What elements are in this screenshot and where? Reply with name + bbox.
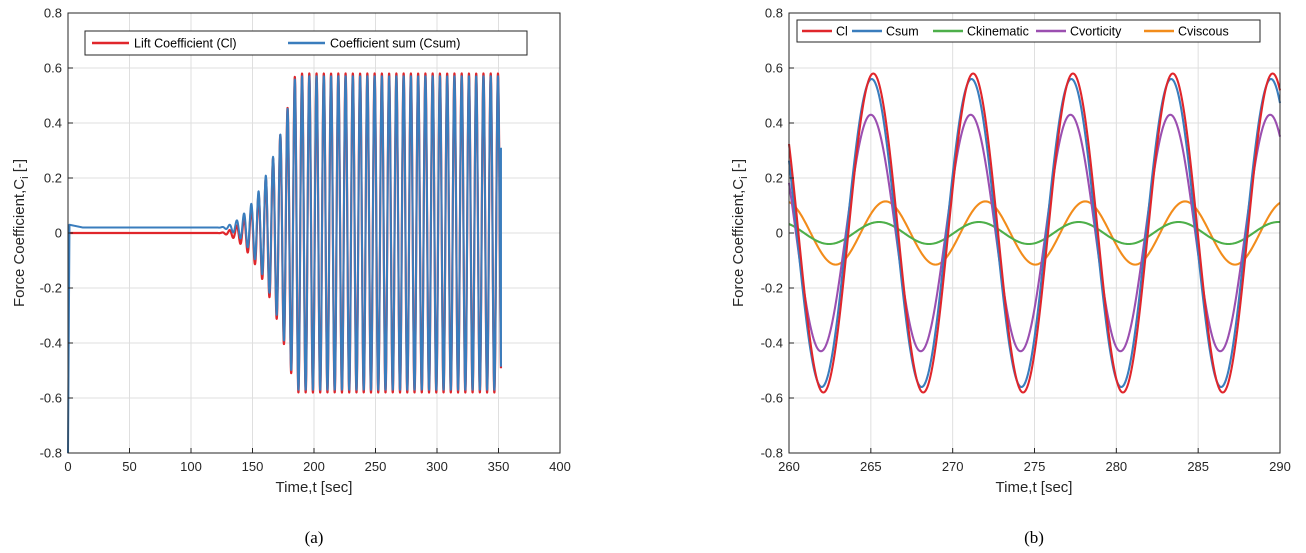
x-tick-label-a: 350 xyxy=(488,459,510,474)
y-tick-label-a: 0.8 xyxy=(44,6,62,21)
y-tick-label-a: -0.4 xyxy=(40,336,62,351)
y-tick-label-b: -0.4 xyxy=(761,336,783,351)
y-tick-label-b: 0 xyxy=(776,226,783,241)
y-axis-label-subscript-b: i xyxy=(738,176,750,178)
legend-box-b xyxy=(796,19,1261,43)
series-line-cl xyxy=(787,72,1282,394)
chart-b: 260 265 270 275 280 285 290 -0.8 -0.6 -0.4 -0.2 0 0.… xyxy=(730,6,1291,548)
x-tick-label-a: 200 xyxy=(303,459,325,474)
legend-label-csum-b: Csum xyxy=(886,25,919,39)
x-tick-label-a: 300 xyxy=(426,459,448,474)
y-tick-label-a: -0.8 xyxy=(40,446,62,461)
y-tick-label-b: -0.6 xyxy=(761,391,783,406)
x-tick-label-b: 270 xyxy=(942,459,964,474)
y-tick-label-b: 0.8 xyxy=(765,6,783,21)
x-tick-label-a: 100 xyxy=(180,459,202,474)
x-axis-label: Time,t [sec] xyxy=(276,479,353,496)
y-tick-label-b: 0.6 xyxy=(765,61,783,76)
x-tick-label-b: 280 xyxy=(1105,459,1127,474)
series-line-csum xyxy=(787,77,1282,389)
x-tick-label-b: 285 xyxy=(1187,459,1209,474)
y-tick-label-a: -0.6 xyxy=(40,391,62,406)
y-axis-label-main: Force Coefficient,C xyxy=(11,179,28,307)
x-tick-label-b: 290 xyxy=(1269,459,1291,474)
chart-a: 0 50 100 150 200 250 300 350 400 -0.8 -0.6 -0.4 -0.2… xyxy=(11,6,571,548)
y-axis-label-unit-b: [-] xyxy=(730,159,747,177)
y-tick-label-b: -0.2 xyxy=(761,281,783,296)
y-axis-label-main-b: Force Coefficient,C xyxy=(730,179,747,307)
tick-labels-a: 0 50 100 150 200 250 300 350 400 -0.8 -0.6 -0.4 -0.2… xyxy=(40,6,571,475)
y-tick-label-b: -0.8 xyxy=(761,446,783,461)
x-tick-label-a: 250 xyxy=(365,459,387,474)
y-tick-label-a: 0.2 xyxy=(44,171,62,186)
x-tick-label-b: 275 xyxy=(1024,459,1046,474)
caption-b: (b) xyxy=(1024,528,1044,547)
y-tick-label-a: 0.6 xyxy=(44,61,62,76)
legend-a: Lift Coefficient (Cl) Coefficient sum (C… xyxy=(84,30,528,56)
y-tick-label-a: -0.2 xyxy=(40,281,62,296)
y-axis-label: Force Coefficient,Ci [-] xyxy=(11,159,31,307)
legend-label-cvorticity: Cvorticity xyxy=(1070,25,1122,39)
legend-label-cviscous: Cviscous xyxy=(1178,25,1229,39)
y-axis-label-subscript: i xyxy=(19,176,31,178)
legend-label-cl-b: Cl xyxy=(836,25,848,39)
y-tick-label-b: 0.2 xyxy=(765,171,783,186)
y-axis-label-unit: [-] xyxy=(11,159,28,177)
x-tick-label-a: 150 xyxy=(242,459,264,474)
x-tick-label-b: 260 xyxy=(778,459,800,474)
series-line-csum xyxy=(67,75,502,454)
legend-label-csum: Coefficient sum (Csum) xyxy=(330,37,460,51)
y-axis-label-b: Force Coefficient,Ci [-] xyxy=(730,159,750,307)
series-lines-b xyxy=(787,72,1282,394)
legend-label-cl: Lift Coefficient (Cl) xyxy=(134,37,237,51)
x-tick-label-a: 50 xyxy=(122,459,136,474)
legend-b: Cl Csum Ckinematic Cvorticity Cviscous xyxy=(796,19,1261,43)
y-tick-label-a: 0.4 xyxy=(44,116,62,131)
y-tick-label-a: 0 xyxy=(55,226,62,241)
x-tick-label-a: 400 xyxy=(549,459,571,474)
series-line-cviscous xyxy=(788,200,1281,266)
x-tick-label-b: 265 xyxy=(860,459,882,474)
x-tick-label-a: 0 xyxy=(64,459,71,474)
legend-label-ckinematic: Ckinematic xyxy=(967,25,1029,39)
series-lines-a xyxy=(66,72,503,454)
y-tick-label-b: 0.4 xyxy=(765,116,783,131)
caption-a: (a) xyxy=(305,528,324,547)
tick-labels-b: 260 265 270 275 280 285 290 -0.8 -0.6 -0.4 -0.2 0 0.… xyxy=(761,6,1291,475)
x-axis-label-b: Time,t [sec] xyxy=(996,479,1073,496)
